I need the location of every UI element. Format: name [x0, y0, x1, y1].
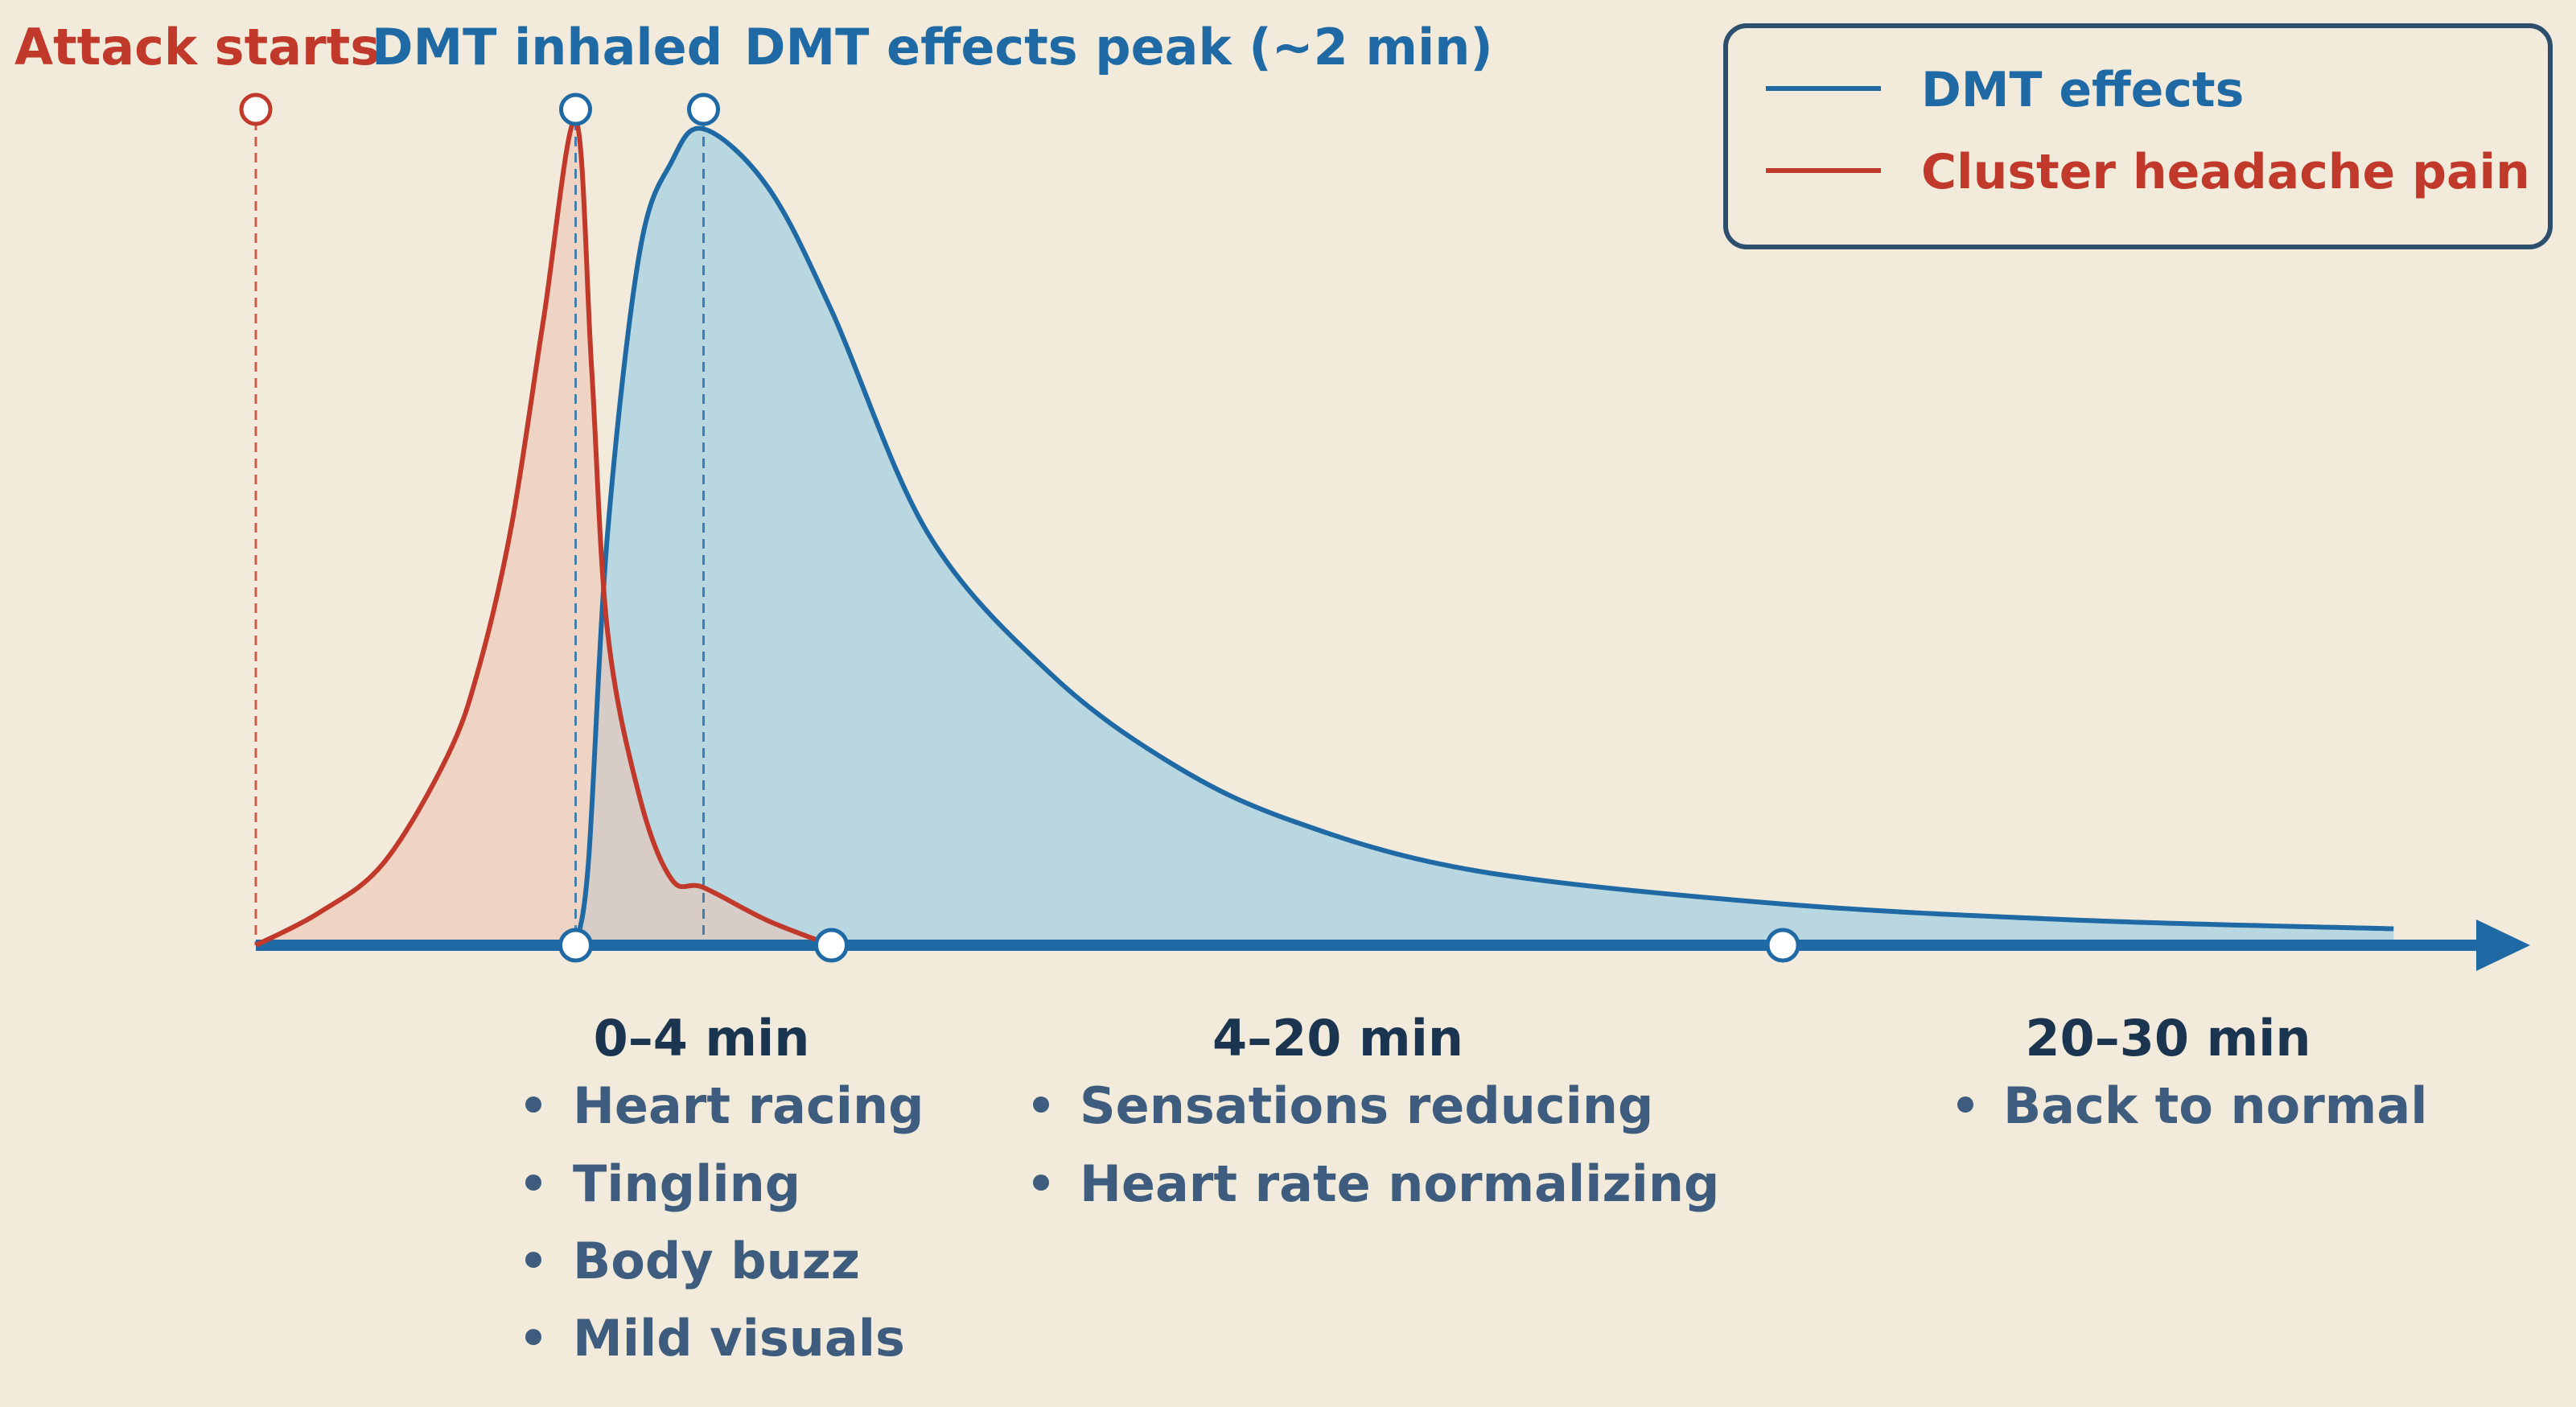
- phase-item: Tingling: [573, 1154, 800, 1213]
- phase-item: Heart racing: [573, 1076, 924, 1135]
- event-label-attack-starts: Attack starts: [14, 18, 380, 76]
- phase-item: Body buzz: [573, 1232, 860, 1290]
- bullet-icon: [525, 1252, 541, 1268]
- legend-label-dmt: DMT effects: [1921, 62, 2244, 118]
- bullet-icon: [525, 1096, 541, 1113]
- bullet-icon: [1033, 1175, 1049, 1191]
- phase-title: 20–30 min: [2025, 1009, 2311, 1068]
- phase-0-4: 0–4 min Heart racing Tingling Body buzz …: [525, 1009, 924, 1368]
- series-line-dmt: [573, 125, 2394, 946]
- axis-point: [814, 928, 849, 963]
- phase-4-20: 4–20 min Sensations reducing Heart rate …: [1033, 1009, 1719, 1213]
- event-marker: [239, 93, 273, 126]
- bullet-icon: [1033, 1096, 1049, 1113]
- series-area-pain: [256, 120, 832, 946]
- axis-point: [558, 928, 593, 963]
- phase-item: Sensations reducing: [1080, 1076, 1653, 1135]
- bullet-icon: [525, 1329, 541, 1345]
- event-marker: [687, 93, 720, 126]
- phase-title: 4–20 min: [1212, 1009, 1463, 1068]
- axis-arrow-icon: [2476, 919, 2530, 971]
- event-marker: [559, 93, 592, 126]
- phase-item: Mild visuals: [573, 1309, 905, 1368]
- bullet-icon: [525, 1175, 541, 1191]
- series-area-dmt: [575, 128, 2394, 945]
- bullet-icon: [1957, 1096, 1973, 1113]
- legend: DMT effects Cluster headache pain: [1723, 23, 2553, 249]
- phase-item: Back to normal: [2003, 1076, 2427, 1135]
- legend-box: [1723, 23, 2553, 249]
- phase-title: 0–4 min: [594, 1009, 810, 1068]
- phase-item: Heart rate normalizing: [1080, 1154, 1719, 1213]
- legend-label-pain: Cluster headache pain: [1921, 144, 2530, 200]
- event-label-dmt-inhaled: DMT inhaled: [372, 18, 722, 76]
- axis-point: [1765, 928, 1800, 963]
- phase-20-30: 20–30 min Back to normal: [1957, 1009, 2427, 1135]
- event-label-dmt-peak: DMT effects peak (~2 min): [744, 18, 1493, 76]
